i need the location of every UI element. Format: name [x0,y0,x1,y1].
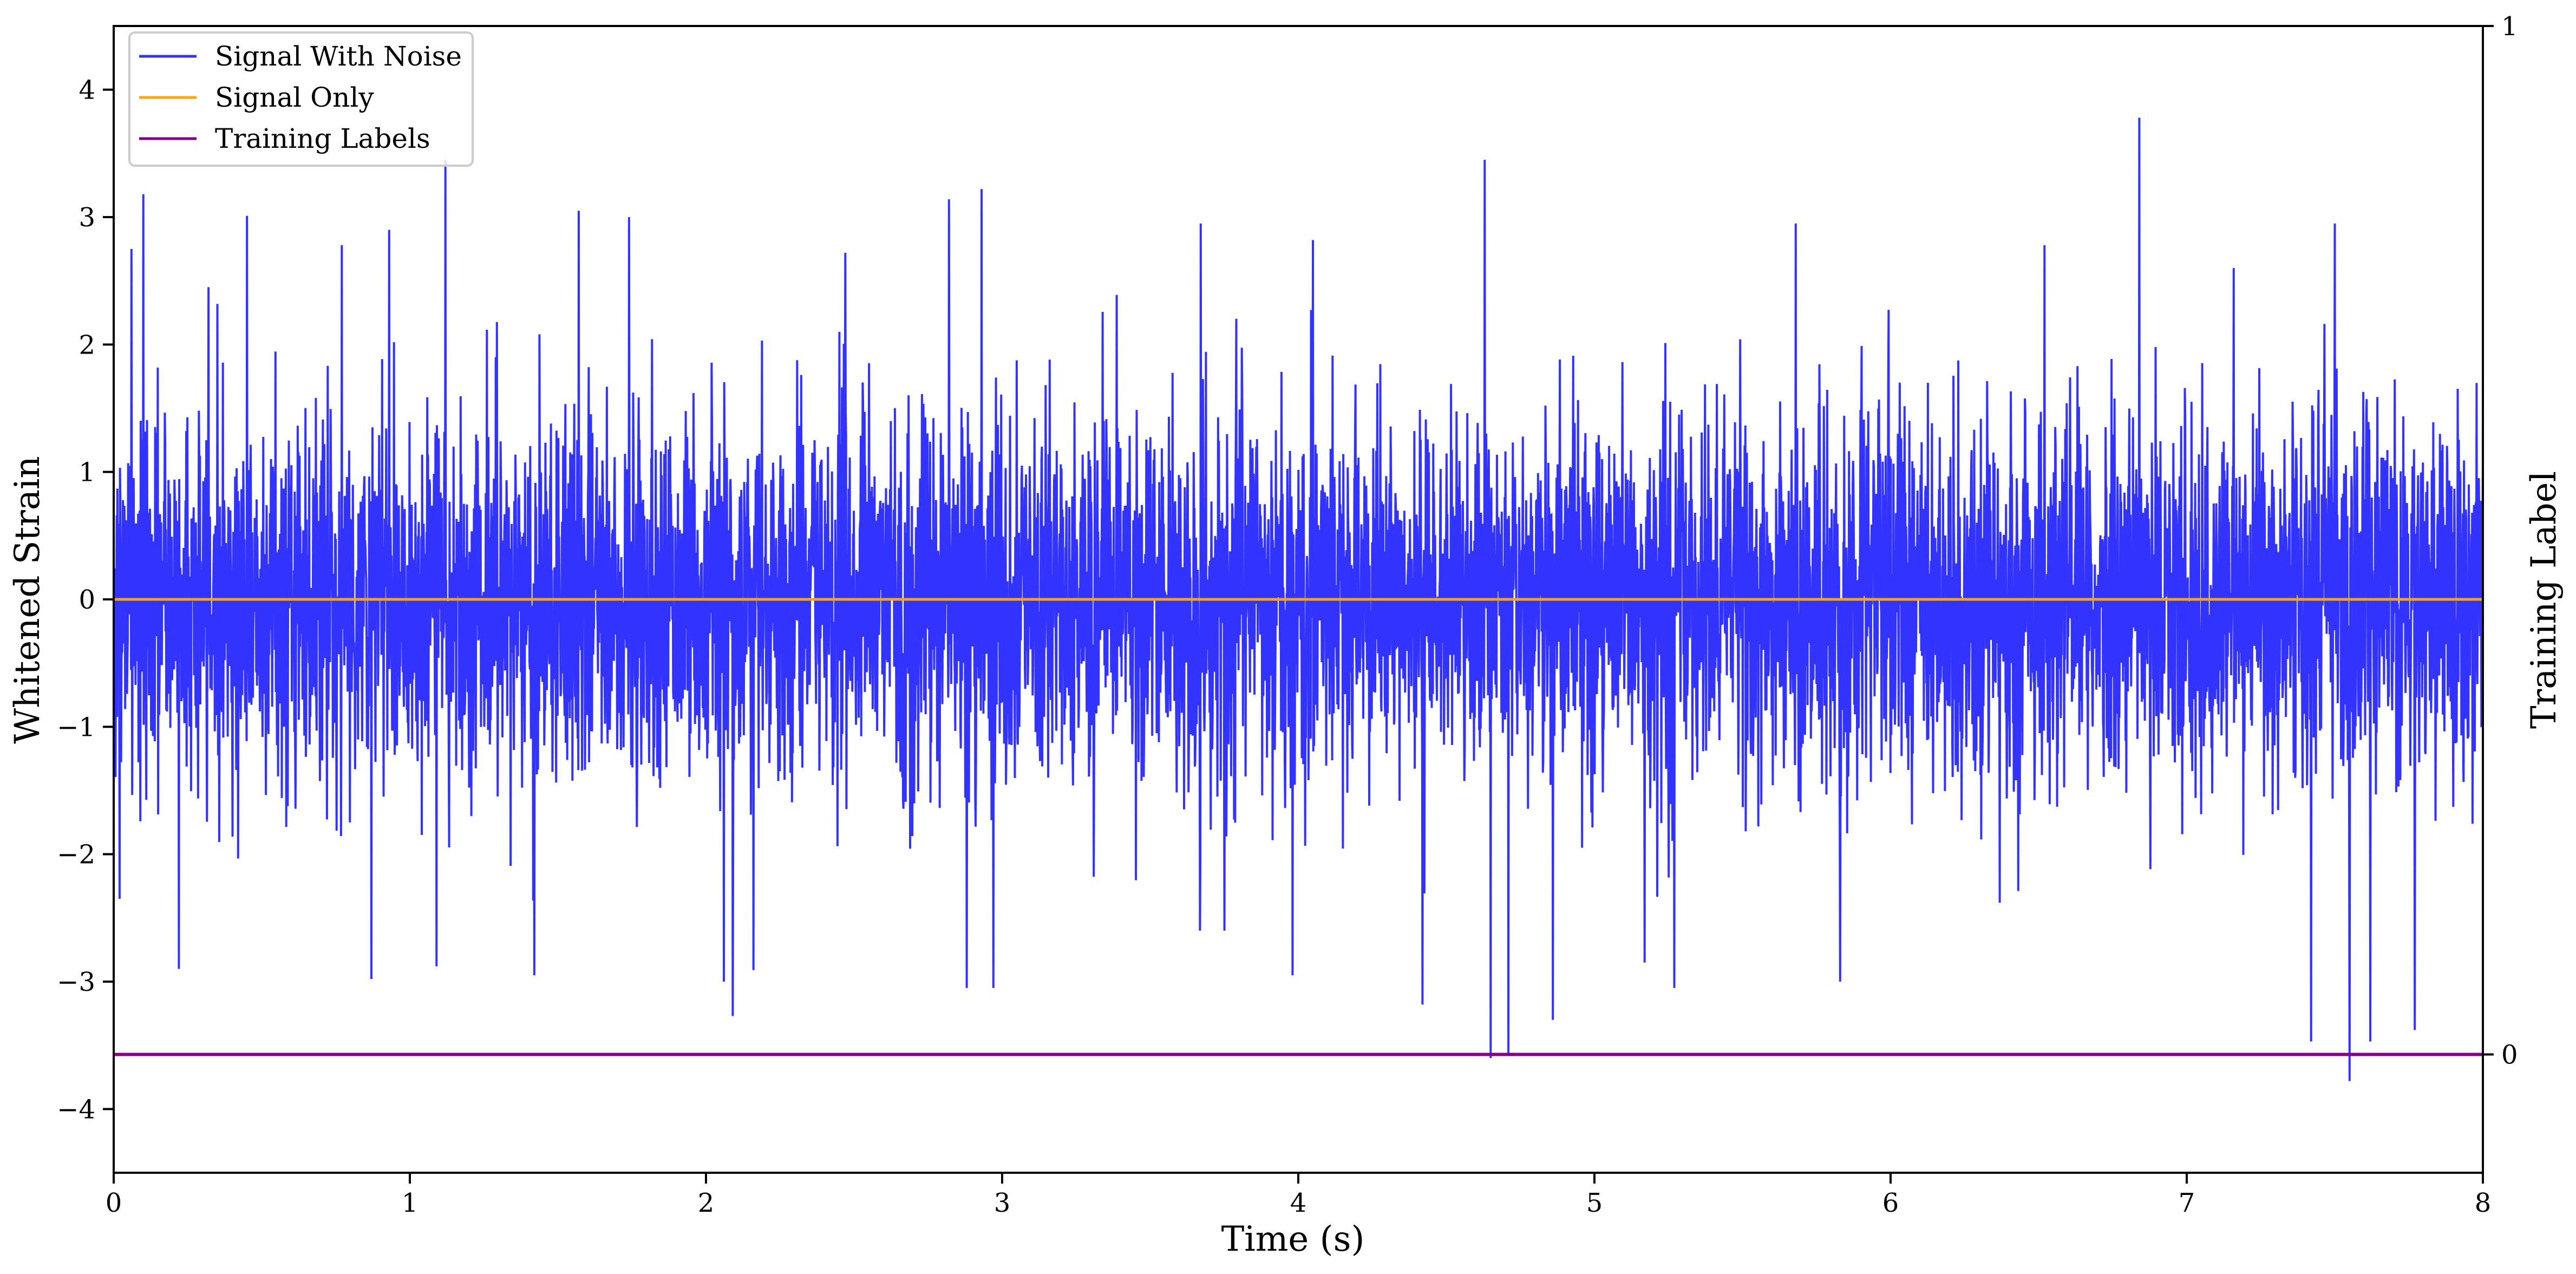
y2-tick-label: 1 [2501,11,2518,42]
y-tick-label: −3 [57,967,95,997]
x-tick-label: 6 [1882,1188,1899,1218]
y-tick-label: 4 [79,75,95,106]
y2-tick-label: 0 [2501,1040,2518,1070]
x-tick-label: 1 [402,1188,419,1218]
y-tick-label: −4 [57,1094,95,1125]
legend: Signal With Noise Signal Only Training L… [128,31,474,167]
y-axis-label: Whitened Strain [8,456,48,743]
series-line-signal-with-noise [114,117,2483,1081]
x-tick-label: 3 [994,1188,1011,1218]
plot-area [114,117,2483,1081]
y2-axis-label: Training Label [2524,471,2564,729]
legend-label-signal-only: Signal Only [215,82,374,113]
x-tick-label: 8 [2475,1188,2492,1218]
x-tick-label: 0 [106,1188,122,1218]
x-tick-label: 4 [1290,1188,1307,1218]
x-tick-label: 5 [1586,1188,1603,1218]
y-tick-label: 2 [79,330,95,360]
x-tick-label: 2 [698,1188,715,1218]
legend-label-training-labels: Training Labels [215,123,430,154]
y-tick-label: −1 [57,712,95,742]
y-tick-label: 3 [79,202,95,233]
y-tick-label: 1 [79,458,95,488]
y-tick-label: 0 [79,585,95,615]
axes: 0 1 2 3 4 5 6 7 8 −4 −3 −2 −1 0 1 2 3 4 0 1 [57,11,2518,1218]
legend-box [128,31,474,167]
x-axis-label: Time (s) [1221,1219,1365,1259]
legend-label-signal-with-noise: Signal With Noise [215,41,462,72]
x-tick-label: 7 [2179,1188,2195,1218]
y-tick-label: −2 [57,840,95,870]
